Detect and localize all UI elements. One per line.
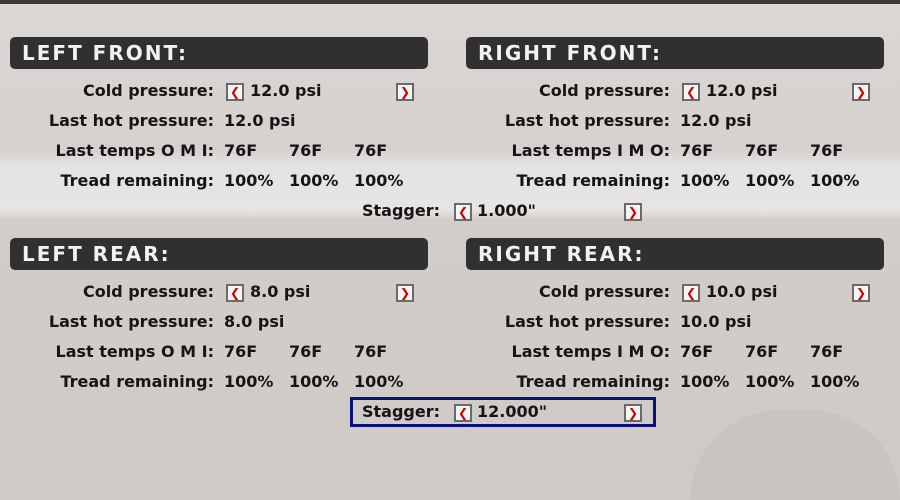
left-front-tread-1: 100%: [289, 171, 339, 190]
right-front-temps-label: Last temps I M O:: [511, 141, 670, 160]
left-rear-tread-0: 100%: [224, 372, 274, 391]
left-rear-cold-label: Cold pressure:: [82, 282, 214, 301]
right-front-temp-2: 76F: [810, 141, 844, 160]
right-front-tread-2: 100%: [810, 171, 860, 190]
rear-stagger-increase-chevron-right-icon[interactable]: ❯: [624, 404, 642, 422]
left-rear-tread-2: 100%: [354, 372, 404, 391]
right-rear-temps-label: Last temps I M O:: [511, 342, 670, 361]
left-front-temp-2: 76F: [354, 141, 388, 160]
right-front-cold-increase-chevron-right-icon[interactable]: ❯: [852, 83, 870, 101]
right-rear-tread-1: 100%: [745, 372, 795, 391]
tire-background: [690, 410, 900, 500]
left-front-cold-value: 12.0 psi: [250, 81, 322, 100]
right-front-tread-label: Tread remaining:: [516, 171, 670, 190]
right-front-hot-value: 12.0 psi: [680, 111, 752, 130]
right-front-cold-value: 12.0 psi: [706, 81, 778, 100]
left-front-hot-value: 12.0 psi: [224, 111, 296, 130]
left-rear-temps-label: Last temps O M I:: [55, 342, 214, 361]
left-front-hot-label: Last hot pressure:: [48, 111, 214, 130]
left-rear-cold-increase-chevron-right-icon[interactable]: ❯: [396, 284, 414, 302]
right-rear-cold-decrease-chevron-left-icon[interactable]: ❮: [682, 284, 700, 302]
right-front-cold-label: Cold pressure:: [538, 81, 670, 100]
left-rear-temp-2: 76F: [354, 342, 388, 361]
left-rear-cold-decrease-chevron-left-icon[interactable]: ❮: [226, 284, 244, 302]
left-rear-hot-label: Last hot pressure:: [48, 312, 214, 331]
right-front-temp-1: 76F: [745, 141, 779, 160]
rear-stagger-value: 12.000": [477, 402, 548, 421]
right-front-cold-decrease-chevron-left-icon[interactable]: ❮: [682, 83, 700, 101]
left-rear-tread-1: 100%: [289, 372, 339, 391]
front-stagger-increase-chevron-right-icon[interactable]: ❯: [624, 203, 642, 221]
right-rear-tread-0: 100%: [680, 372, 730, 391]
right-rear-header: RIGHT REAR:: [466, 238, 884, 270]
front-stagger-label: Stagger:: [361, 201, 440, 220]
front-stagger-decrease-chevron-left-icon[interactable]: ❮: [454, 203, 472, 221]
left-front-cold-decrease-chevron-left-icon[interactable]: ❮: [226, 83, 244, 101]
left-front-tread-label: Tread remaining:: [60, 171, 214, 190]
front-stagger-value: 1.000": [477, 201, 536, 220]
left-rear-temp-1: 76F: [289, 342, 323, 361]
rear-stagger-label: Stagger:: [361, 402, 440, 421]
right-rear-cold-value: 10.0 psi: [706, 282, 778, 301]
rear-stagger-decrease-chevron-left-icon[interactable]: ❮: [454, 404, 472, 422]
right-rear-tread-label: Tread remaining:: [516, 372, 670, 391]
left-front-temp-1: 76F: [289, 141, 323, 160]
right-rear-cold-increase-chevron-right-icon[interactable]: ❯: [852, 284, 870, 302]
left-rear-tread-label: Tread remaining:: [60, 372, 214, 391]
top-divider: [0, 0, 900, 4]
left-rear-header: LEFT REAR:: [10, 238, 428, 270]
right-rear-temp-0: 76F: [680, 342, 714, 361]
right-rear-temp-2: 76F: [810, 342, 844, 361]
right-front-temp-0: 76F: [680, 141, 714, 160]
right-front-header: RIGHT FRONT:: [466, 37, 884, 69]
right-rear-temp-1: 76F: [745, 342, 779, 361]
right-front-tread-0: 100%: [680, 171, 730, 190]
right-front-tread-1: 100%: [745, 171, 795, 190]
left-rear-temp-0: 76F: [224, 342, 258, 361]
selection-highlight: [350, 397, 656, 427]
right-rear-tread-2: 100%: [810, 372, 860, 391]
left-front-cold-label: Cold pressure:: [82, 81, 214, 100]
left-front-header: LEFT FRONT:: [10, 37, 428, 69]
left-front-tread-0: 100%: [224, 171, 274, 190]
right-rear-hot-value: 10.0 psi: [680, 312, 752, 331]
left-front-temp-0: 76F: [224, 141, 258, 160]
right-rear-cold-label: Cold pressure:: [538, 282, 670, 301]
left-front-tread-2: 100%: [354, 171, 404, 190]
right-rear-hot-label: Last hot pressure:: [504, 312, 670, 331]
left-front-cold-increase-chevron-right-icon[interactable]: ❯: [396, 83, 414, 101]
right-front-hot-label: Last hot pressure:: [504, 111, 670, 130]
left-rear-cold-value: 8.0 psi: [250, 282, 311, 301]
left-rear-hot-value: 8.0 psi: [224, 312, 285, 331]
left-front-temps-label: Last temps O M I:: [55, 141, 214, 160]
